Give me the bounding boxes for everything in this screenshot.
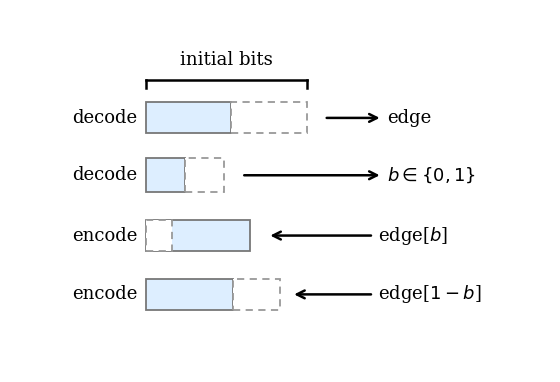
Bar <box>146 102 231 133</box>
Bar <box>146 220 250 251</box>
Bar <box>231 102 306 133</box>
Text: decode: decode <box>72 109 137 127</box>
Text: encode: encode <box>72 227 137 244</box>
Text: decode: decode <box>72 166 137 184</box>
Text: edge[$1-b$]: edge[$1-b$] <box>378 283 482 305</box>
Text: encode: encode <box>72 285 137 303</box>
Bar <box>146 279 233 310</box>
Text: edge: edge <box>387 109 431 127</box>
Bar <box>233 279 281 310</box>
Text: initial bits: initial bits <box>180 51 273 70</box>
Text: edge[$b$]: edge[$b$] <box>378 225 449 246</box>
Bar <box>185 159 224 192</box>
Bar <box>146 220 172 251</box>
Bar <box>146 159 185 192</box>
Text: $b \in \{0,1\}$: $b \in \{0,1\}$ <box>387 165 475 185</box>
